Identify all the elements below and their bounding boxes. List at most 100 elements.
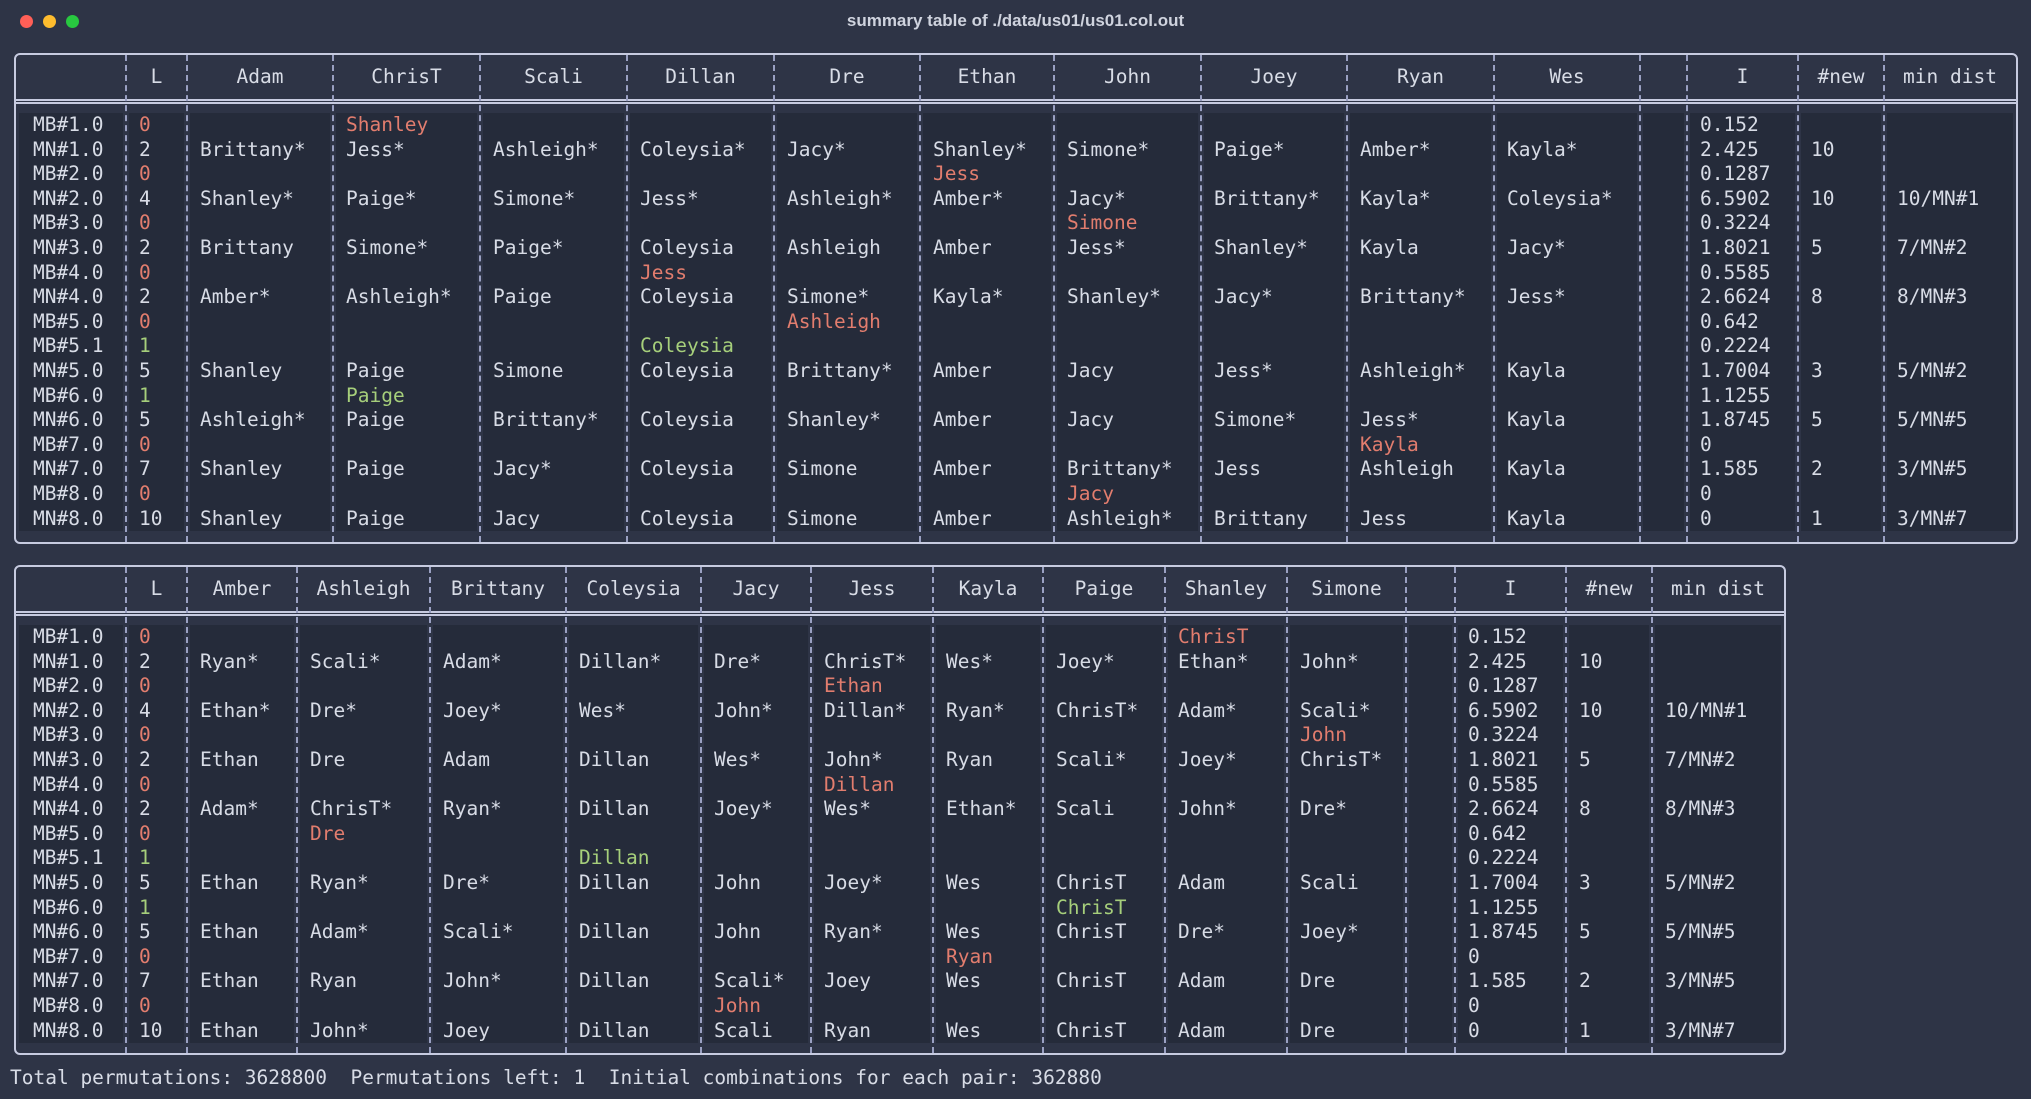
pair-cell bbox=[1290, 944, 1403, 970]
pair-cell bbox=[1290, 895, 1403, 921]
pair-cell: Wes bbox=[936, 1018, 1040, 1044]
header-divider bbox=[16, 99, 2016, 101]
min-dist bbox=[1887, 334, 2013, 359]
spacer-cell bbox=[1409, 625, 1452, 650]
min-dist bbox=[1887, 113, 2013, 138]
pair-cell: Ethan bbox=[190, 1018, 294, 1044]
table-row: MN#7.0 7 Shanley Paige Jacy* Coleysia Simone Am… bbox=[16, 457, 2016, 482]
pair-cell bbox=[483, 309, 624, 335]
pair-cell bbox=[1046, 821, 1162, 847]
info-value: 2.425 bbox=[1458, 649, 1563, 675]
column-header: I bbox=[1736, 65, 1749, 88]
table-row: MB#6.0 1 ChrisT 1.1255 bbox=[16, 895, 1784, 921]
pair-cell: Simone* bbox=[483, 186, 624, 212]
row-label: MN#7.0 bbox=[19, 457, 123, 482]
pair-cell: Shanley bbox=[190, 457, 330, 482]
pair-cell: Paige* bbox=[483, 236, 624, 261]
pair-cell: Wes bbox=[936, 920, 1040, 945]
column-divider bbox=[1200, 55, 1202, 542]
pair-cell bbox=[777, 334, 917, 359]
spacer-cell bbox=[1643, 137, 1684, 163]
new-count bbox=[1569, 625, 1649, 650]
row-label: MB#5.1 bbox=[19, 334, 123, 359]
column-divider bbox=[1639, 55, 1641, 542]
spacer-cell bbox=[1409, 969, 1452, 994]
column-divider bbox=[565, 567, 567, 1053]
column-divider bbox=[1164, 567, 1166, 1053]
pair-cell bbox=[433, 723, 563, 748]
pair-cell: Ryan* bbox=[814, 920, 930, 945]
pair-cell: ChrisT* bbox=[300, 797, 427, 822]
pair-cell bbox=[630, 211, 771, 236]
pair-cell bbox=[569, 821, 698, 847]
pair-cell: Dillan bbox=[569, 920, 698, 945]
pair-cell: Dre bbox=[1290, 969, 1403, 994]
pair-cell: Joey bbox=[433, 1018, 563, 1044]
pair-cell: Wes bbox=[936, 871, 1040, 896]
spacer-cell bbox=[1643, 285, 1684, 310]
close-button[interactable] bbox=[20, 15, 33, 28]
pair-cell bbox=[483, 162, 624, 187]
pair-cell: Amber bbox=[923, 506, 1051, 532]
pair-cell: Dillan bbox=[814, 772, 930, 798]
pair-cell: Adam* bbox=[300, 920, 427, 945]
min-dist: 3/MN#5 bbox=[1887, 457, 2013, 482]
window-title: summary table of ./data/us01/us01.col.ou… bbox=[846, 11, 1185, 30]
spacer-cell bbox=[1643, 236, 1684, 261]
row-label: MN#4.0 bbox=[19, 797, 123, 822]
spacer-cell bbox=[1409, 723, 1452, 748]
pair-cell: John* bbox=[1290, 649, 1403, 675]
table-row: MB#4.0 0 Jess 0.5585 bbox=[16, 260, 2016, 286]
pair-cell bbox=[1046, 994, 1162, 1019]
pair-cell: Dillan bbox=[569, 846, 698, 871]
column-header: Paige bbox=[1074, 577, 1134, 600]
table-row: MN#1.0 2 Ryan* Scali* Adam* Dillan* Dre* ChrisT… bbox=[16, 649, 1784, 675]
pair-cell: Joey* bbox=[433, 698, 563, 724]
info-value: 1.1255 bbox=[1458, 895, 1563, 921]
pair-cell bbox=[433, 821, 563, 847]
maximize-button[interactable] bbox=[66, 15, 79, 28]
pair-cell bbox=[923, 211, 1051, 236]
pair-cell: Jess* bbox=[1350, 408, 1491, 433]
header-divider bbox=[16, 102, 2016, 104]
lights-value: 10 bbox=[129, 1018, 184, 1044]
lights-value: 0 bbox=[129, 309, 184, 335]
lights-value: 0 bbox=[129, 944, 184, 970]
lights-value: 0 bbox=[129, 162, 184, 187]
summary-table-men: L Adam ChrisT Scali Dillan Dre Ethan John Joey Ry… bbox=[14, 53, 2018, 544]
new-count: 10 bbox=[1569, 698, 1649, 724]
lights-value: 1 bbox=[129, 846, 184, 871]
pair-cell: Ashleigh* bbox=[336, 285, 477, 310]
column-header: Simone bbox=[1311, 577, 1382, 600]
pair-cell bbox=[1204, 113, 1344, 138]
pair-cell bbox=[704, 895, 808, 921]
pair-cell: Shanley* bbox=[1204, 236, 1344, 261]
lights-value: 1 bbox=[129, 383, 184, 409]
table-row: MB#5.0 0 Dre 0.642 bbox=[16, 821, 1784, 847]
pair-cell: Dre* bbox=[300, 698, 427, 724]
spacer-cell bbox=[1409, 944, 1452, 970]
pair-cell bbox=[1290, 674, 1403, 699]
pair-cell: Simone* bbox=[336, 236, 477, 261]
table-row: MN#5.0 5 Ethan Ryan* Dre* Dillan John Joey* Wes C… bbox=[16, 871, 1784, 896]
minimize-button[interactable] bbox=[43, 15, 56, 28]
row-label: MB#6.0 bbox=[19, 383, 123, 409]
spacer-cell bbox=[1409, 895, 1452, 921]
new-count bbox=[1569, 821, 1649, 847]
pair-cell bbox=[433, 772, 563, 798]
new-count bbox=[1801, 482, 1881, 507]
column-divider bbox=[810, 567, 812, 1053]
spacer-cell bbox=[1643, 113, 1684, 138]
min-dist bbox=[1655, 649, 1781, 675]
pair-cell: Ashleigh* bbox=[1057, 506, 1198, 532]
spacer-cell bbox=[1643, 260, 1684, 286]
pair-cell bbox=[1497, 432, 1637, 458]
spacer-cell bbox=[1643, 186, 1684, 212]
min-dist bbox=[1655, 625, 1781, 650]
pair-cell bbox=[1497, 309, 1637, 335]
info-value: 2.425 bbox=[1690, 137, 1795, 163]
spacer-cell bbox=[1643, 457, 1684, 482]
pair-cell bbox=[1168, 944, 1284, 970]
pair-cell bbox=[569, 723, 698, 748]
table-row: MN#3.0 2 Ethan Dre Adam Dillan Wes* John* Ryan Sc… bbox=[16, 748, 1784, 773]
